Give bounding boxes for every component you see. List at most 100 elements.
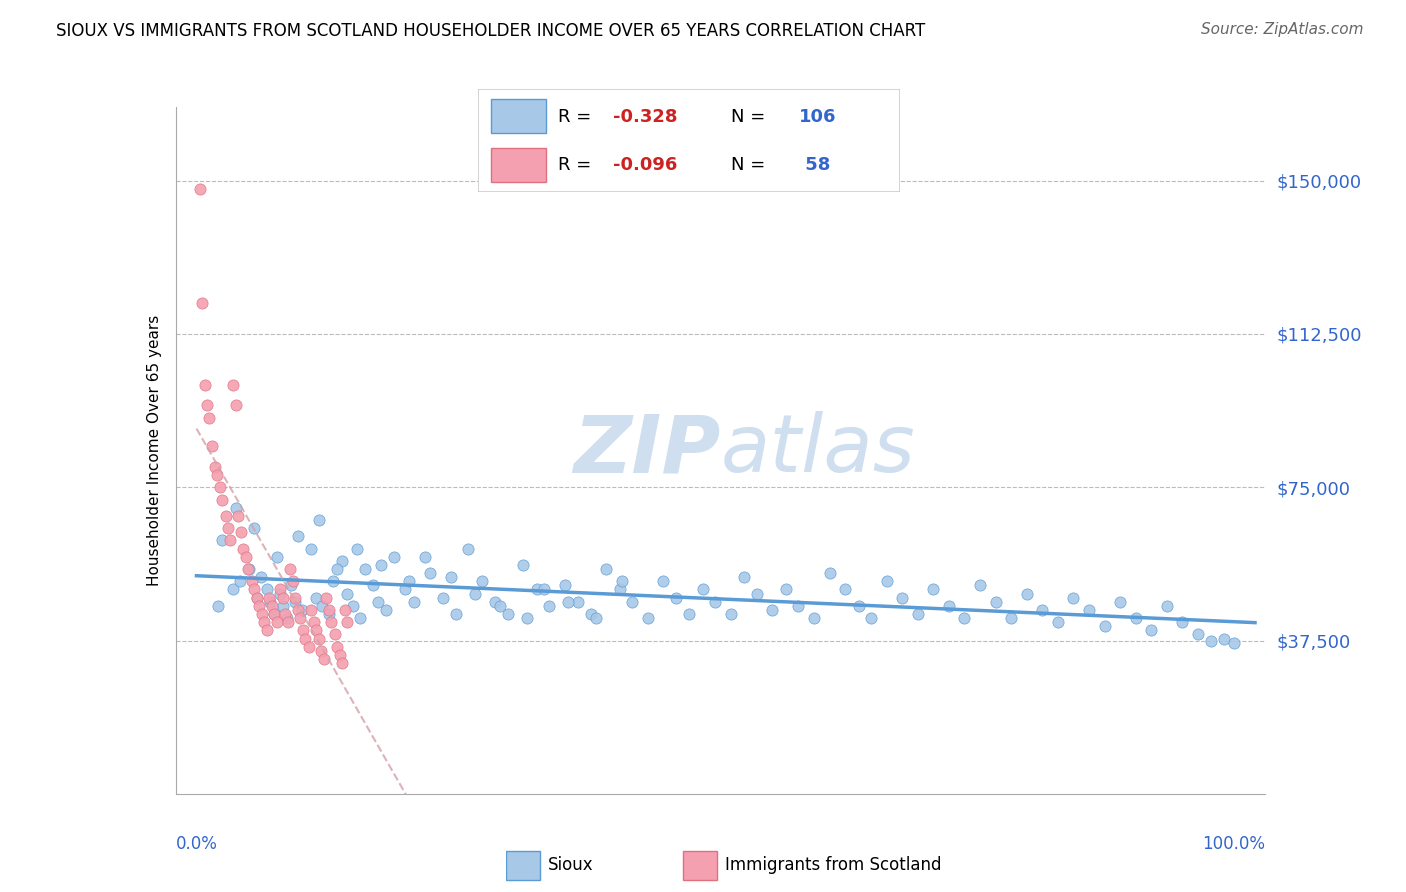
Text: Sioux: Sioux xyxy=(548,856,593,874)
Point xyxy=(1015,586,1038,600)
Point xyxy=(720,607,742,621)
Point xyxy=(907,607,929,621)
Point xyxy=(214,508,236,523)
Point xyxy=(585,611,607,625)
Point xyxy=(375,603,398,617)
Point xyxy=(692,582,714,597)
Point xyxy=(209,480,232,494)
Point xyxy=(318,607,340,621)
Point xyxy=(263,607,285,621)
Bar xyxy=(683,851,717,880)
Point xyxy=(1094,619,1116,633)
Point xyxy=(232,541,254,556)
Point xyxy=(231,525,253,540)
Point xyxy=(274,607,297,621)
Text: 58: 58 xyxy=(799,155,830,174)
Point xyxy=(595,562,617,576)
Point xyxy=(665,591,688,605)
Point xyxy=(287,603,309,617)
Point xyxy=(336,615,359,630)
Point xyxy=(678,607,700,621)
Point xyxy=(225,399,247,413)
Point xyxy=(315,591,337,605)
Point xyxy=(190,296,212,310)
Point xyxy=(1201,633,1223,648)
Point xyxy=(329,648,352,662)
Point xyxy=(246,591,269,605)
Point xyxy=(266,615,288,630)
Point xyxy=(938,599,960,613)
Point xyxy=(308,513,330,527)
Point xyxy=(1140,624,1163,638)
Point xyxy=(259,595,281,609)
Point xyxy=(404,595,426,609)
Point xyxy=(922,582,945,597)
Point xyxy=(609,582,631,597)
Point xyxy=(526,582,548,597)
Point xyxy=(222,582,245,597)
Point xyxy=(637,611,659,625)
Point xyxy=(225,500,247,515)
Point xyxy=(309,644,332,658)
Point xyxy=(229,574,252,589)
Point xyxy=(222,378,245,392)
Point xyxy=(299,541,322,556)
Text: R =: R = xyxy=(558,108,598,126)
Point xyxy=(281,574,304,589)
Point xyxy=(201,439,224,453)
Point xyxy=(217,521,239,535)
Point xyxy=(311,599,333,613)
Point xyxy=(610,574,633,589)
Text: N =: N = xyxy=(731,108,770,126)
Point xyxy=(413,549,436,564)
Point xyxy=(194,378,217,392)
Point xyxy=(1125,611,1147,625)
Text: 100.0%: 100.0% xyxy=(1202,835,1265,853)
Text: -0.328: -0.328 xyxy=(613,108,678,126)
Point xyxy=(262,599,284,613)
Point xyxy=(250,607,273,621)
Point xyxy=(969,578,991,592)
Point xyxy=(284,595,307,609)
Point xyxy=(330,656,353,670)
Text: N =: N = xyxy=(731,155,770,174)
Point xyxy=(367,595,389,609)
Point xyxy=(269,586,291,600)
Point xyxy=(271,591,294,605)
Point xyxy=(775,582,797,597)
Point xyxy=(188,182,211,196)
Point xyxy=(349,611,371,625)
Bar xyxy=(506,851,540,880)
Point xyxy=(266,549,288,564)
Point xyxy=(305,591,328,605)
Point xyxy=(860,611,883,625)
Point xyxy=(278,562,301,576)
Point xyxy=(1078,603,1101,617)
Point xyxy=(287,529,309,543)
Point xyxy=(1187,627,1209,641)
Point xyxy=(848,599,870,613)
Point xyxy=(297,640,319,654)
Point xyxy=(398,574,420,589)
Point xyxy=(207,467,229,482)
Text: 106: 106 xyxy=(799,108,837,126)
Point xyxy=(322,574,344,589)
Point xyxy=(1062,591,1084,605)
Point xyxy=(419,566,441,581)
Point xyxy=(299,603,322,617)
Point xyxy=(247,599,270,613)
Point xyxy=(353,562,375,576)
Point xyxy=(652,574,675,589)
Point xyxy=(382,549,405,564)
Point xyxy=(257,591,280,605)
Point xyxy=(579,607,602,621)
Point xyxy=(1156,599,1178,613)
Point xyxy=(240,574,263,589)
Text: 0.0%: 0.0% xyxy=(176,835,218,853)
Point xyxy=(325,640,347,654)
Bar xyxy=(491,148,546,181)
Text: SIOUX VS IMMIGRANTS FROM SCOTLAND HOUSEHOLDER INCOME OVER 65 YEARS CORRELATION C: SIOUX VS IMMIGRANTS FROM SCOTLAND HOUSEH… xyxy=(56,22,925,40)
Point xyxy=(440,570,463,584)
Point xyxy=(198,410,221,425)
Point xyxy=(308,632,330,646)
